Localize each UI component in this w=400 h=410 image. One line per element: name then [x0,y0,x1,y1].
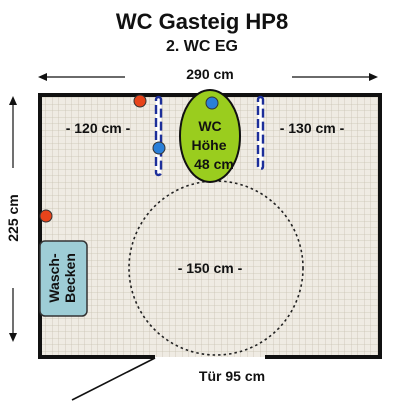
toilet-height-label: Höhe [192,137,227,153]
diagram-subtitle: 2. WC EG [166,38,238,55]
turning-circle-label: - 150 cm - [178,260,243,276]
grab-bar-right [256,95,265,171]
left-clearance-label: - 120 cm - [66,120,131,136]
toilet-height-value: 48 cm [194,156,234,172]
width-arrowhead-right [369,73,378,81]
sink [39,240,88,317]
door-leaf [71,357,156,401]
alarm-button-icon [152,141,166,155]
toilet [179,89,241,183]
door-label: Tür 95 cm [199,368,265,384]
sink-label-line2: Becken [62,253,78,303]
width-arrowhead-left [38,73,47,81]
height-dimension-label: 225 cm [5,194,21,241]
height-arrowhead-top [9,96,17,105]
flush-button-icon [205,96,219,110]
toilet-label: WC [198,118,221,134]
emergency-button-icon [133,94,147,108]
diagram-title: WC Gasteig HP8 [116,9,288,34]
right-clearance-label: - 130 cm - [280,120,345,136]
height-arrowhead-bottom [9,333,17,342]
emergency-button-wall-icon [39,209,53,223]
width-dimension-label: 290 cm [186,66,233,82]
sink-label-line1: Wasch- [46,253,62,303]
grab-bar-left [154,95,163,177]
